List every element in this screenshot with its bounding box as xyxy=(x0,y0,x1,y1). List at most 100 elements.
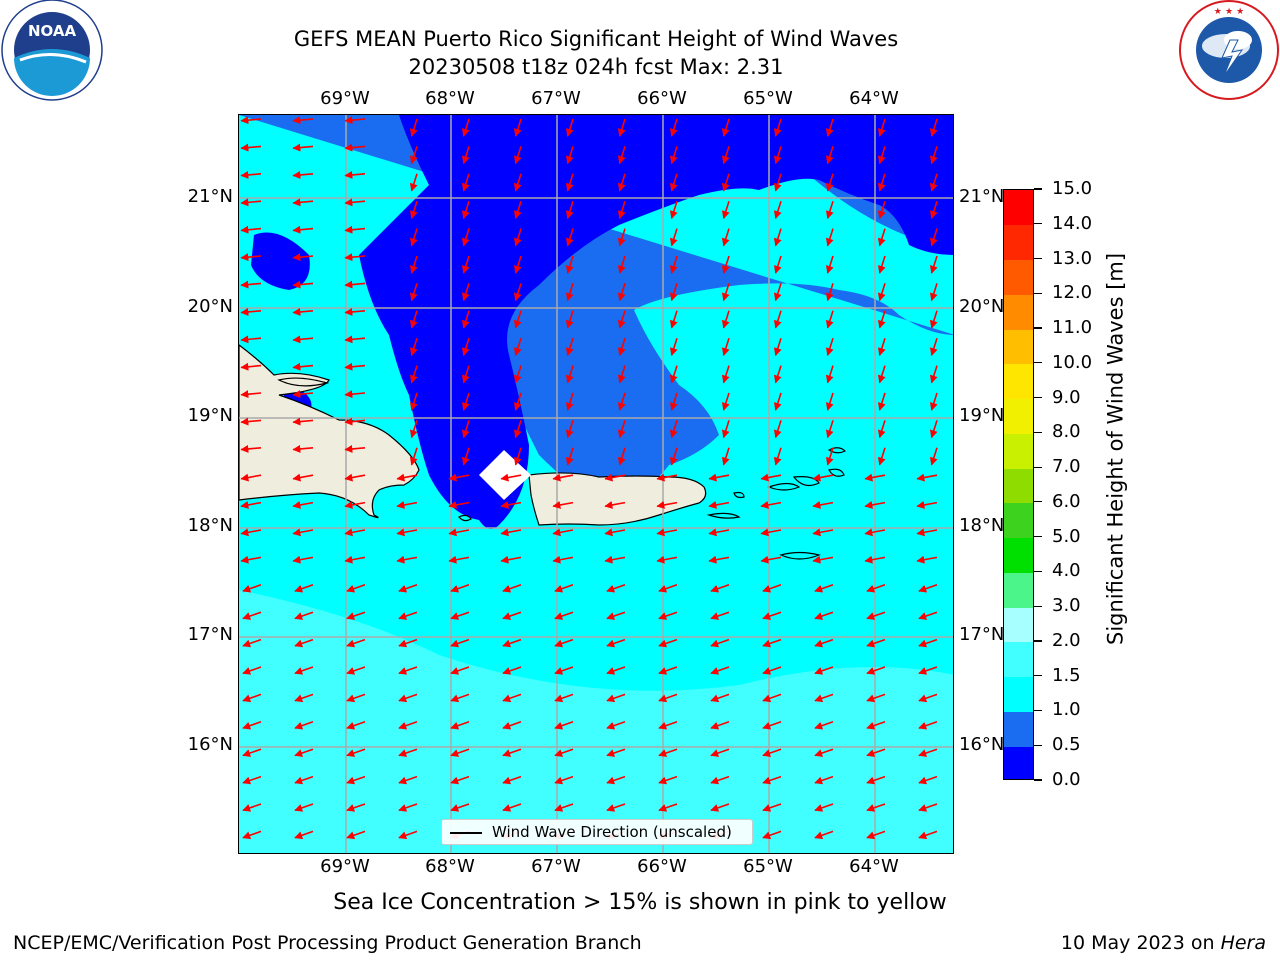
wave-direction-arrow xyxy=(866,638,886,648)
colorbar-segment xyxy=(1004,468,1033,504)
wave-direction-arrow xyxy=(242,830,262,840)
wave-direction-arrow xyxy=(396,500,418,509)
wave-direction-arrow xyxy=(825,283,834,302)
wave-direction-arrow xyxy=(292,116,314,125)
wave-direction-arrow xyxy=(344,528,366,537)
wave-direction-arrow xyxy=(398,611,418,620)
wave-direction-arrow xyxy=(448,555,470,564)
wave-direction-arrow xyxy=(710,584,730,593)
wave-direction-arrow xyxy=(294,803,314,812)
wave-direction-arrow xyxy=(617,118,626,137)
wave-direction-arrow xyxy=(669,173,678,192)
wave-direction-arrow xyxy=(606,693,626,703)
wave-direction-arrow xyxy=(658,638,678,648)
legend-line-sample xyxy=(450,832,482,834)
wave-direction-arrow xyxy=(344,116,366,125)
wave-direction-arrow xyxy=(617,255,626,274)
wave-direction-arrow xyxy=(396,528,418,537)
wave-direction-arrow xyxy=(814,775,834,785)
hispaniola-land xyxy=(239,344,420,519)
wave-direction-arrow xyxy=(240,143,262,152)
wave-direction-arrow xyxy=(773,118,782,137)
wave-direction-arrow xyxy=(242,611,262,620)
colorbar-tick-label: 5.0 xyxy=(1052,525,1081,547)
wave-direction-arrow xyxy=(292,444,314,453)
wave-direction-arrow xyxy=(617,420,626,439)
colorbar-segment xyxy=(1004,433,1033,469)
wave-direction-arrow xyxy=(502,803,522,812)
wave-direction-arrow xyxy=(929,392,938,411)
wave-direction-arrow xyxy=(344,555,366,564)
wave-direction-arrow xyxy=(669,228,678,247)
wave-direction-arrow xyxy=(565,447,574,466)
wave-direction-arrow xyxy=(461,337,470,357)
wave-direction-arrow xyxy=(760,555,782,564)
wave-direction-arrow xyxy=(929,255,938,274)
wave-direction-arrow xyxy=(552,528,574,537)
wave-direction-arrow xyxy=(409,283,418,302)
colorbar-tick xyxy=(1034,431,1042,433)
wave-direction-arrow xyxy=(918,721,938,730)
wave-direction-arrow xyxy=(513,310,522,329)
wave-direction-arrow xyxy=(450,803,470,812)
wave-direction-arrow xyxy=(669,255,678,274)
wave-direction-arrow xyxy=(554,638,574,648)
wave-direction-arrow xyxy=(812,473,834,482)
wave-direction-arrow xyxy=(292,143,314,152)
wave-direction-arrow xyxy=(344,362,366,371)
wave-direction-arrow xyxy=(825,337,834,357)
lat-label: 17°N xyxy=(959,624,1005,645)
map-gridlines xyxy=(239,115,953,853)
wave-direction-arrow xyxy=(812,500,834,509)
wave-direction-arrow xyxy=(916,555,938,564)
wave-direction-arrow xyxy=(866,830,886,840)
wave-direction-arrow xyxy=(292,417,314,426)
lon-label: 68°W xyxy=(425,88,475,109)
wave-direction-arrow xyxy=(502,666,522,675)
colorbar-segment xyxy=(1004,224,1033,260)
wave-direction-arrow xyxy=(866,611,886,620)
wave-direction-arrow xyxy=(294,693,314,703)
wave-direction-arrow xyxy=(877,146,886,165)
wave-direction-arrow xyxy=(500,473,522,482)
band-0.5-1m xyxy=(239,115,953,498)
wave-direction-arrow xyxy=(292,225,314,234)
wave-direction-arrow xyxy=(825,173,834,192)
wave-direction-arrow xyxy=(721,173,730,192)
wave-direction-arrow xyxy=(513,365,522,384)
wave-direction-arrow xyxy=(500,500,522,509)
wave-direction-arrow xyxy=(346,775,366,785)
wave-direction-arrow xyxy=(877,118,886,137)
wave-direction-arrow xyxy=(918,638,938,648)
small-islands xyxy=(277,377,847,560)
wave-direction-arrow xyxy=(461,365,470,384)
wave-direction-arrow xyxy=(344,390,366,399)
wave-direction-arrow xyxy=(240,280,262,289)
wave-direction-arrow xyxy=(656,555,678,564)
wave-direction-arrow xyxy=(710,693,730,703)
wave-direction-arrow xyxy=(565,310,574,329)
wave-direction-arrow xyxy=(721,118,730,137)
wave-direction-arrow xyxy=(240,473,262,482)
wave-direction-arrow xyxy=(762,830,782,840)
wave-direction-arrow xyxy=(814,611,834,620)
wave-direction-arrow xyxy=(814,584,834,593)
wave-direction-arrow xyxy=(240,390,262,399)
wave-direction-arrow xyxy=(346,693,366,703)
colorbar-tick-label: 6.0 xyxy=(1052,490,1081,512)
wave-direction-arrow xyxy=(292,280,314,289)
wave-direction-arrow xyxy=(461,420,470,439)
wave-direction-arrow xyxy=(554,748,574,757)
wave-direction-arrow xyxy=(773,173,782,192)
wave-direction-arrow xyxy=(721,146,730,165)
wave-direction-arrow xyxy=(461,228,470,247)
wave-direction-arrow xyxy=(669,200,678,220)
wave-direction-arrow xyxy=(812,555,834,564)
wave-direction-arrow xyxy=(242,775,262,785)
wave-direction-arrow xyxy=(825,365,834,384)
wave-direction-arrow xyxy=(294,748,314,757)
lon-label: 65°W xyxy=(743,856,793,877)
colorbar-segment xyxy=(1004,329,1033,365)
wave-direction-arrow xyxy=(344,307,366,316)
wave-direction-arrow xyxy=(866,666,886,675)
